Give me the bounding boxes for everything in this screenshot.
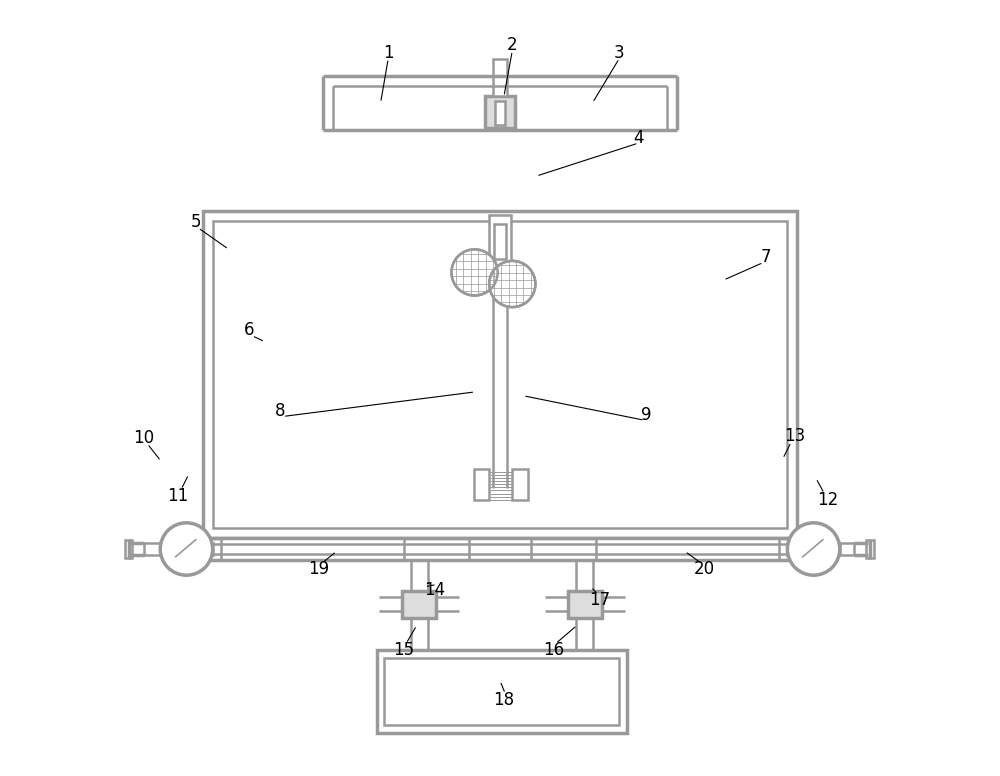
Text: 19: 19 xyxy=(308,560,330,578)
Text: 8: 8 xyxy=(275,402,286,420)
Bar xyxy=(402,591,436,618)
Circle shape xyxy=(160,523,213,575)
Bar xyxy=(213,221,787,528)
Text: 13: 13 xyxy=(784,427,805,445)
Bar xyxy=(377,650,627,733)
Bar xyxy=(495,101,505,125)
Text: 16: 16 xyxy=(543,641,564,659)
Text: 6: 6 xyxy=(244,321,255,339)
Bar xyxy=(493,59,507,96)
Circle shape xyxy=(451,249,498,296)
Text: 3: 3 xyxy=(614,44,625,62)
Text: 15: 15 xyxy=(393,641,414,659)
Text: 11: 11 xyxy=(167,487,189,505)
Bar xyxy=(203,211,797,539)
Text: 7: 7 xyxy=(761,248,771,266)
Bar xyxy=(144,543,160,555)
Text: 10: 10 xyxy=(133,429,155,447)
Text: 4: 4 xyxy=(633,129,644,147)
Bar xyxy=(485,96,515,128)
Text: 2: 2 xyxy=(507,36,518,54)
Text: 14: 14 xyxy=(424,581,445,599)
Bar xyxy=(221,539,404,559)
Bar xyxy=(469,539,531,559)
Bar xyxy=(203,543,213,555)
Bar xyxy=(596,539,779,559)
Text: 17: 17 xyxy=(590,591,611,609)
Circle shape xyxy=(787,523,840,575)
Bar xyxy=(840,543,854,555)
Bar xyxy=(384,657,619,726)
Bar xyxy=(489,215,511,267)
Text: 9: 9 xyxy=(641,406,652,424)
Text: 12: 12 xyxy=(817,490,838,509)
Text: 5: 5 xyxy=(190,213,201,231)
Bar xyxy=(512,469,528,500)
Bar xyxy=(866,540,874,558)
Bar xyxy=(474,469,489,500)
Bar xyxy=(494,224,506,259)
Bar xyxy=(787,543,797,555)
Text: 1: 1 xyxy=(383,44,394,62)
Circle shape xyxy=(489,261,535,307)
Bar xyxy=(568,591,602,618)
Text: 18: 18 xyxy=(493,691,514,709)
Text: 20: 20 xyxy=(694,560,715,578)
Bar xyxy=(125,540,132,558)
